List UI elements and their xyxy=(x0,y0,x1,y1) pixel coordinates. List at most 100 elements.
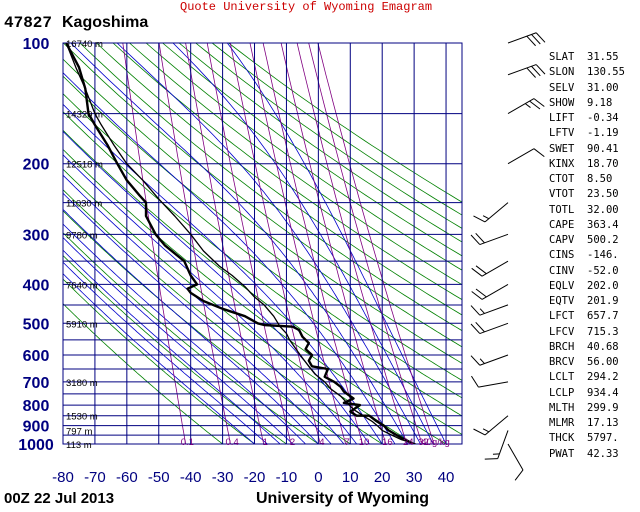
wind-barb xyxy=(471,260,509,277)
wind-barb-half-flag xyxy=(492,453,500,455)
wind-barb xyxy=(473,202,509,223)
index-row: MLTH 299.9 xyxy=(549,401,639,416)
index-row: PWAT 42.33 xyxy=(549,447,639,462)
index-row: LFTV -1.19 xyxy=(549,126,639,141)
index-value: 42.33 xyxy=(587,447,619,460)
wind-barb-flag xyxy=(535,64,546,75)
index-value: 130.55 xyxy=(587,66,625,79)
wind-barb-flag xyxy=(471,267,483,277)
mixing-ratio-label: 7 xyxy=(345,437,350,448)
height-label: 7640 m xyxy=(66,280,98,291)
dry-adiabat-line xyxy=(63,303,224,444)
wind-barb-flag xyxy=(473,428,486,436)
index-row: SLAT 31.55 xyxy=(549,50,639,65)
index-value: 202.0 xyxy=(587,279,619,292)
mixing-ratio-line xyxy=(296,43,408,444)
index-name: CINS xyxy=(549,249,575,262)
mixing-ratio-line xyxy=(158,43,231,444)
x-tick-label: -60 xyxy=(116,469,138,486)
wind-barb-flag xyxy=(535,32,546,43)
wind-barb-flag xyxy=(470,355,481,366)
pressure-tick-label: 800 xyxy=(23,398,50,415)
mixing-ratio-label: 24 xyxy=(403,437,414,448)
index-row: LFCT 657.7 xyxy=(549,309,639,324)
index-row: SHOW 9.18 xyxy=(549,96,639,111)
index-name: LFTV xyxy=(549,127,575,140)
pressure-tick-label: 600 xyxy=(23,348,50,365)
index-name: LIFT xyxy=(549,112,575,124)
wind-barb xyxy=(470,321,509,335)
wind-barb-flag xyxy=(514,469,524,481)
index-row: LCLP 934.4 xyxy=(549,386,639,401)
pressure-tick-label: 200 xyxy=(23,157,50,174)
x-tick-label: -70 xyxy=(84,469,106,486)
wind-barb-flag xyxy=(526,67,536,78)
wind-barb-half-flag xyxy=(479,308,485,314)
index-name: MLTH xyxy=(549,401,575,414)
index-name: SWET xyxy=(549,142,575,155)
height-label: 1530 m xyxy=(66,412,98,423)
wind-barb-flag xyxy=(526,35,536,47)
mixing-ratio-label: 32 xyxy=(418,437,429,448)
wind-barb-flag xyxy=(475,321,485,333)
index-value: 363.4 xyxy=(587,218,619,231)
index-row: THCK 5797. xyxy=(549,431,639,446)
wind-barb xyxy=(507,64,546,78)
index-row: LCLT 294.2 xyxy=(549,370,639,385)
index-value: 40.68 xyxy=(587,340,619,353)
pressure-tick-label: 1000 xyxy=(18,437,54,454)
wind-barb-staff xyxy=(479,304,509,316)
wind-barb-flag xyxy=(475,288,487,298)
index-name: LFCT xyxy=(549,310,575,323)
dry-adiabat-line xyxy=(195,43,462,229)
index-name: CAPE xyxy=(549,218,575,231)
dry-adiabat-line xyxy=(63,148,447,444)
index-name: PWAT xyxy=(549,447,575,460)
height-label: 9780 m xyxy=(66,230,98,241)
x-tick-label: -30 xyxy=(212,469,234,486)
index-row: EQLV 202.0 xyxy=(549,279,639,294)
height-label: 12518 m xyxy=(66,160,103,171)
index-row: LIFT -0.34 xyxy=(549,111,639,126)
wind-barb xyxy=(507,98,545,115)
mixing-ratio-line xyxy=(185,43,265,444)
index-name: TOTL xyxy=(549,203,575,216)
wind-barb-staff xyxy=(481,260,509,277)
x-tick-label: -40 xyxy=(180,469,202,486)
x-tick-label: -80 xyxy=(52,469,74,486)
wind-barb-flag xyxy=(484,458,498,460)
index-value: -146. xyxy=(587,249,619,262)
mixing-ratio-label: 0.1 xyxy=(181,437,194,448)
wind-barb xyxy=(470,232,509,246)
sounding-trace-thick xyxy=(65,43,415,444)
index-value: 90.41 xyxy=(587,142,619,155)
wind-barb-staff xyxy=(507,32,537,44)
x-tick-label: 30 xyxy=(406,469,423,486)
wind-barb-flag xyxy=(533,148,545,157)
height-label: 797 m xyxy=(66,426,92,437)
height-label: 16740 m xyxy=(66,39,103,50)
index-value: 32.00 xyxy=(587,203,619,216)
wind-barb-staff xyxy=(478,381,509,388)
wind-barb-staff xyxy=(507,148,535,165)
index-name: EQTV xyxy=(549,295,575,307)
wind-barb-flag xyxy=(470,234,481,245)
index-value: 8.50 xyxy=(587,173,613,185)
dry-adiabat-line xyxy=(95,43,462,316)
index-name: THCK xyxy=(549,432,575,445)
index-name: BRCV xyxy=(549,356,575,368)
index-value: 500.2 xyxy=(587,234,619,246)
pressure-tick-label: 400 xyxy=(23,277,50,294)
index-name: CTOT xyxy=(549,173,575,185)
dry-adiabat-line xyxy=(145,43,462,271)
dry-adiabat-line xyxy=(63,129,462,435)
height-label: 3180 m xyxy=(66,378,98,389)
index-value: 294.2 xyxy=(587,371,619,384)
wind-barb-flag xyxy=(475,265,487,275)
mixing-ratio-label: 16 xyxy=(382,437,393,448)
index-value: 18.70 xyxy=(587,157,619,170)
wind-barb-flag xyxy=(531,65,541,77)
mixing-ratio-line xyxy=(262,43,364,444)
x-tick-label: 10 xyxy=(342,469,359,486)
